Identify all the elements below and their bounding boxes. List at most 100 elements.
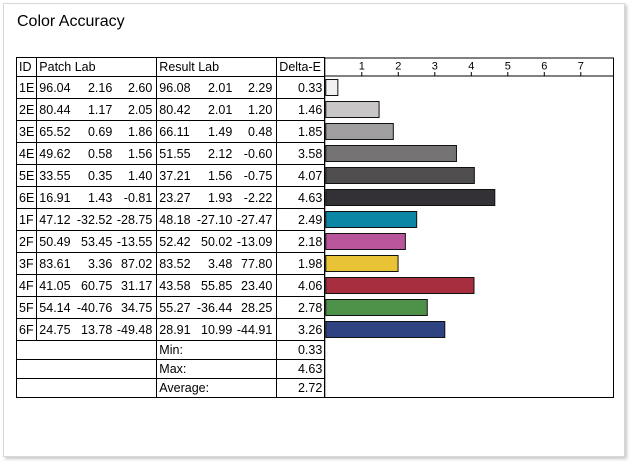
bar [325, 101, 380, 118]
patch-lab-value: 33.55 [39, 168, 71, 183]
patch-lab-value: 2.05 [127, 102, 153, 117]
x-tick-label: 1 [359, 61, 365, 73]
patch-lab-value: 47.12 [39, 212, 71, 227]
x-tick-label: 2 [395, 61, 401, 73]
patch-lab-value: 34.75 [121, 300, 153, 315]
result-lab-value: 51.55 [159, 146, 191, 161]
result-lab-value: 2.01 [207, 102, 233, 117]
result-lab-value: 1.49 [207, 124, 233, 139]
result-lab-cell: 28.91 10.99 -44.91 [156, 318, 278, 341]
result-lab-value: -27.47 [236, 212, 273, 227]
delta-e-cell: 1.85 [276, 120, 326, 143]
patch-lab-value: -49.48 [116, 322, 153, 337]
delta-e-value: 1.46 [297, 102, 323, 117]
result-lab-cell: 80.42 2.01 1.20 [156, 98, 278, 121]
result-lab-value: 43.58 [159, 278, 191, 293]
summary-row: Average: 2.72 [15, 378, 326, 398]
patch-lab-value: 53.45 [81, 234, 113, 249]
row-id-text: 1E [19, 80, 35, 95]
patch-lab-cell: 54.14 -40.76 34.75 [36, 296, 158, 319]
patch-lab-value: 0.35 [87, 168, 113, 183]
bar [325, 123, 394, 140]
bar [325, 189, 496, 206]
patch-lab-cell: 24.75 13.78 -49.48 [36, 318, 158, 341]
result-lab-value: -36.44 [196, 300, 233, 315]
bar [325, 233, 406, 250]
result-lab-value: 1.20 [247, 102, 273, 117]
bar [325, 321, 446, 338]
result-lab-cell: 37.21 1.56 -0.75 [156, 164, 278, 187]
patch-lab-value: -28.75 [116, 212, 153, 227]
row-id-text: 5F [19, 300, 34, 315]
result-lab-cell: 51.55 2.12 -0.60 [156, 142, 278, 165]
summary-label: Min: [156, 340, 278, 360]
delta-e-cell: 3.26 [276, 318, 326, 341]
patch-lab-value: 50.49 [39, 234, 71, 249]
row-id: 1E [15, 76, 38, 99]
x-tick-label: 4 [468, 61, 474, 73]
patch-lab-cell: 49.62 0.58 1.56 [36, 142, 158, 165]
table-row: 5F 54.14 -40.76 34.75 55.27 -36.44 28.25 2.78 [15, 296, 326, 319]
delta-e-cell: 3.58 [276, 142, 326, 165]
bar [325, 167, 475, 184]
delta-e-value: 3.26 [297, 322, 323, 337]
patch-lab-value: 87.02 [121, 256, 153, 271]
patch-lab-value: 1.86 [127, 124, 153, 139]
patch-lab-value: 16.91 [39, 190, 71, 205]
patch-lab-cell: 50.49 53.45 -13.55 [36, 230, 158, 253]
result-lab-cell: 43.58 55.85 23.40 [156, 274, 278, 297]
result-lab-value: 3.48 [207, 256, 233, 271]
result-lab-value: 80.42 [159, 102, 191, 117]
summary-row: Max: 4.63 [15, 359, 326, 379]
patch-lab-value: 2.60 [127, 80, 153, 95]
patch-lab-value: -40.76 [76, 300, 113, 315]
result-lab-cell: 55.27 -36.44 28.25 [156, 296, 278, 319]
result-lab-value: 28.25 [241, 300, 273, 315]
patch-lab-value: 31.17 [121, 278, 153, 293]
delta-e-value: 2.49 [297, 212, 323, 227]
patch-lab-cell: 41.05 60.75 31.17 [36, 274, 158, 297]
patch-lab-value: 54.14 [39, 300, 71, 315]
result-lab-value: 37.21 [159, 168, 191, 183]
result-lab-value: -13.09 [236, 234, 273, 249]
patch-lab-value: 65.52 [39, 124, 71, 139]
x-tick-label: 6 [541, 61, 547, 73]
result-lab-value: 48.18 [159, 212, 191, 227]
header-id: ID [15, 57, 38, 77]
delta-e-value: 2.78 [297, 300, 323, 315]
patch-lab-value: 0.58 [87, 146, 113, 161]
result-lab-value: 1.93 [207, 190, 233, 205]
row-id-text: 2E [19, 102, 35, 117]
x-tick-label: 3 [432, 61, 438, 73]
result-lab-value: 2.29 [247, 80, 273, 95]
row-id: 5F [15, 296, 38, 319]
patch-lab-value: 1.40 [127, 168, 153, 183]
patch-lab-value: 1.56 [127, 146, 153, 161]
summary-blank [15, 378, 37, 398]
patch-lab-value: 3.36 [87, 256, 113, 271]
row-id: 3E [15, 120, 38, 143]
row-id-text: 4F [19, 278, 34, 293]
result-lab-value: 96.08 [159, 80, 191, 95]
patch-lab-value: 41.05 [39, 278, 71, 293]
table-row: 4F 41.05 60.75 31.17 43.58 55.85 23.40 4.06 [15, 274, 326, 297]
patch-lab-value: -13.55 [116, 234, 153, 249]
table-row: 3E 65.52 0.69 1.86 66.11 1.49 0.48 1.85 [15, 120, 326, 143]
row-id-text: 1F [19, 212, 34, 227]
result-lab-value: 23.40 [241, 278, 273, 293]
summary-label: Average: [156, 378, 278, 398]
result-lab-value: 55.27 [159, 300, 191, 315]
delta-e-value: 3.58 [297, 146, 323, 161]
row-id: 6E [15, 186, 38, 209]
row-id-text: 5E [19, 168, 35, 183]
delta-e-value: 1.98 [297, 256, 323, 271]
table-row: 6F 24.75 13.78 -49.48 28.91 10.99 -44.91 3.26 [15, 318, 326, 341]
bar [325, 79, 339, 96]
delta-e-cell: 4.06 [276, 274, 326, 297]
delta-e-cell: 1.98 [276, 252, 326, 275]
table-row: 2F 50.49 53.45 -13.55 52.42 50.02 -13.09 2.18 [15, 230, 326, 253]
result-lab-value: 23.27 [159, 190, 191, 205]
result-lab-value: -2.22 [243, 190, 273, 205]
result-lab-value: 66.11 [159, 124, 190, 139]
